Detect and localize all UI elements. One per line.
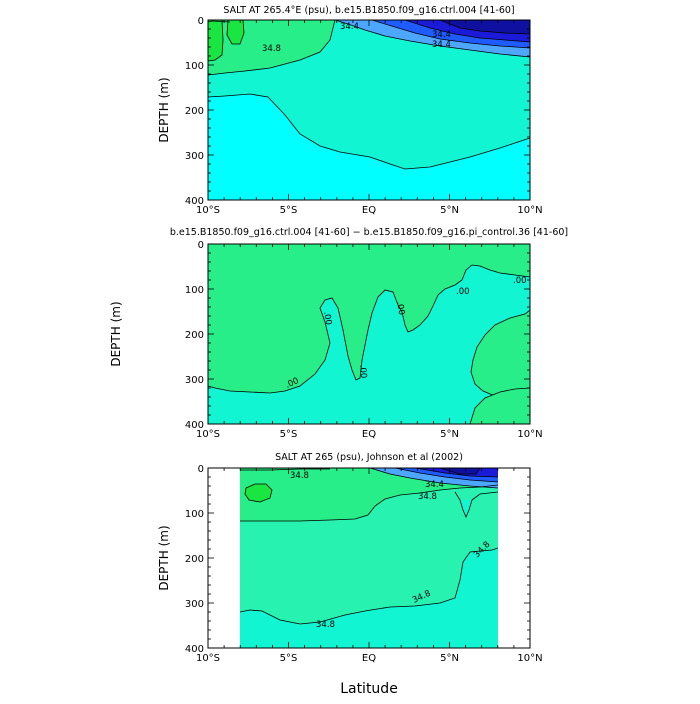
x-tick-label: 5°S bbox=[280, 429, 298, 440]
panel-2-axes: 10°S 5°S EQ 5°N 10°N 0 100 200 300 400 bbox=[185, 240, 543, 440]
contour-label: .00 bbox=[456, 287, 470, 297]
contour-line bbox=[240, 484, 498, 522]
contour-line bbox=[240, 547, 498, 625]
x-tick-label: 5°N bbox=[440, 653, 459, 664]
contour-label: .00 bbox=[357, 364, 368, 378]
panel-3-contours bbox=[240, 468, 498, 625]
panel-observed-salinity: 34.8 34.4 34.8 34.8 34.8 34.8 SALT AT 26… bbox=[157, 452, 543, 664]
contour-line bbox=[369, 468, 498, 489]
y-tick-label: 300 bbox=[185, 151, 204, 162]
panel-1-ylabel: DEPTH (m) bbox=[157, 77, 171, 142]
x-tick-label: 5°N bbox=[440, 205, 459, 216]
contour-label: 34.8 bbox=[290, 471, 309, 481]
panel-1-fills bbox=[208, 20, 530, 200]
y-tick-label: 0 bbox=[198, 240, 204, 251]
panel-1-contours bbox=[208, 20, 530, 170]
contour-label: 34.4 bbox=[425, 480, 444, 490]
panel-1-axes: 10°S 5°S EQ 5°N 10°N 0 100 200 300 400 bbox=[185, 16, 543, 216]
x-tick-label: EQ bbox=[362, 653, 376, 664]
contour-line bbox=[394, 468, 498, 483]
panel-difference: .00 .00 .00 .00 .00 .00 b.e15.B1850.f09_… bbox=[109, 227, 568, 440]
fill-blue-darker bbox=[440, 468, 480, 474]
contour-label: 34.4 bbox=[432, 40, 451, 50]
fill-bright-green bbox=[208, 20, 223, 61]
figure-xlabel: Latitude bbox=[340, 681, 398, 697]
y-tick-label: 400 bbox=[185, 644, 204, 655]
y-tick-label: 100 bbox=[185, 61, 204, 72]
contour-line bbox=[208, 264, 530, 394]
contour-line bbox=[244, 483, 273, 503]
contour-line bbox=[371, 20, 530, 49]
x-tick-label: 5°S bbox=[280, 205, 298, 216]
y-tick-label: 100 bbox=[185, 509, 204, 520]
y-tick-label: 300 bbox=[185, 599, 204, 610]
x-tick-label: 10°S bbox=[196, 429, 220, 440]
x-tick-label: 5°S bbox=[280, 653, 298, 664]
x-tick-label: 10°S bbox=[196, 653, 220, 664]
contour-line bbox=[208, 93, 530, 170]
panel-1-title: SALT AT 265.4°E (psu), b.e15.B1850.f09_g… bbox=[223, 5, 514, 16]
y-tick-label: 0 bbox=[198, 16, 204, 27]
contour-label: .00 bbox=[513, 276, 527, 286]
contour-line bbox=[414, 468, 498, 478]
panel-2-title: b.e15.B1850.f09_g16.ctrl.004 [41-60] − b… bbox=[170, 227, 568, 238]
fill-aquamarine bbox=[208, 265, 530, 424]
fill-green-patch bbox=[227, 20, 244, 44]
y-tick-label: 0 bbox=[198, 464, 204, 475]
contour-label: .00 bbox=[394, 301, 406, 316]
contour-line bbox=[240, 468, 330, 471]
y-tick-label: 100 bbox=[185, 285, 204, 296]
contour-line bbox=[208, 20, 336, 76]
contour-label: 34.8 bbox=[316, 620, 335, 630]
panel-2-ylabel: DEPTH (m) bbox=[109, 301, 123, 366]
panel-model-salinity: 34.4 34.8 34.4 34.4 SALT AT 265.4°E (psu… bbox=[157, 5, 543, 216]
x-tick-label: EQ bbox=[362, 205, 376, 216]
contour-line bbox=[404, 20, 530, 43]
contour-line bbox=[226, 20, 245, 45]
y-tick-label: 200 bbox=[185, 106, 204, 117]
contour-label: .00 bbox=[321, 311, 333, 326]
y-tick-label: 200 bbox=[185, 330, 204, 341]
x-tick-label: 10°S bbox=[196, 205, 220, 216]
contour-label: 34.4 bbox=[432, 30, 451, 40]
y-tick-label: 400 bbox=[185, 420, 204, 431]
x-tick-label: 10°N bbox=[517, 205, 542, 216]
x-tick-label: 5°N bbox=[440, 429, 459, 440]
panel-3-title: SALT AT 265 (psu), Johnson et al (2002) bbox=[275, 452, 463, 463]
fill-green-corner bbox=[469, 387, 530, 424]
fill-bright-green bbox=[245, 484, 272, 502]
panel-2-fills bbox=[208, 244, 530, 424]
contour-label: 34.4 bbox=[340, 22, 359, 32]
fill-blue-darker bbox=[440, 20, 530, 34]
x-tick-label: 10°N bbox=[517, 429, 542, 440]
x-tick-label: EQ bbox=[362, 429, 376, 440]
contour-line bbox=[439, 20, 530, 35]
panel-3-axes: 10°S 5°S EQ 5°N 10°N 0 100 200 300 400 bbox=[185, 464, 543, 664]
contour-line bbox=[334, 20, 530, 58]
panel-3-fills bbox=[240, 468, 498, 648]
contour-line bbox=[208, 20, 224, 62]
contour-label: 34.8 bbox=[418, 492, 437, 502]
y-tick-label: 300 bbox=[185, 375, 204, 386]
y-tick-label: 400 bbox=[185, 196, 204, 207]
contour-label: 34.8 bbox=[262, 44, 281, 54]
panel-3-ylabel: DEPTH (m) bbox=[157, 525, 171, 590]
contour-line bbox=[454, 491, 498, 519]
fill-aquamarine-wedge bbox=[460, 500, 472, 517]
y-tick-label: 200 bbox=[185, 554, 204, 565]
contour-line bbox=[439, 468, 481, 475]
x-tick-label: 10°N bbox=[517, 653, 542, 664]
